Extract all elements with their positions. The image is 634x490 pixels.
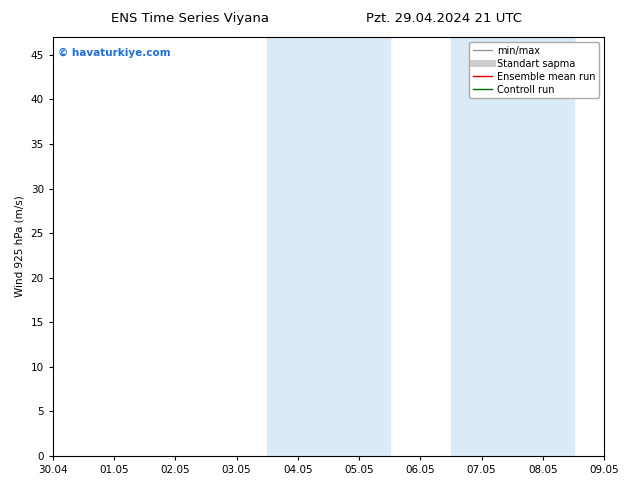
Bar: [451, 37, 512, 456]
Legend: min/max, Standart sapma, Ensemble mean run, Controll run: min/max, Standart sapma, Ensemble mean r…: [469, 42, 599, 98]
Text: © havaturkiye.com: © havaturkiye.com: [58, 48, 171, 58]
Bar: [268, 37, 328, 456]
Text: Pzt. 29.04.2024 21 UTC: Pzt. 29.04.2024 21 UTC: [366, 12, 522, 25]
Bar: [512, 37, 574, 456]
Text: ENS Time Series Viyana: ENS Time Series Viyana: [111, 12, 269, 25]
Y-axis label: Wind 925 hPa (m/s): Wind 925 hPa (m/s): [15, 196, 25, 297]
Bar: [328, 37, 390, 456]
